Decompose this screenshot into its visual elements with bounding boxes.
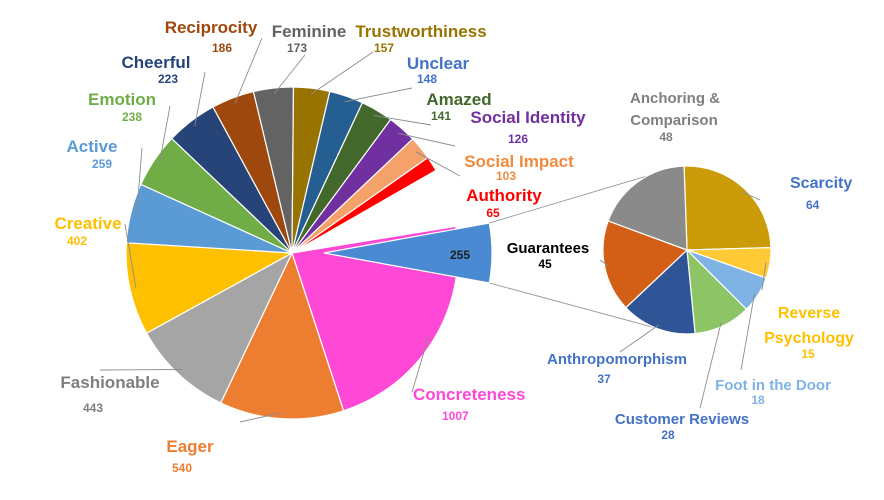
leader-line-anthropomorphism — [619, 324, 660, 353]
leader-line-social-impact — [415, 151, 461, 177]
leader-lines — [99, 37, 767, 423]
label-name-guarantees: Guarantees — [507, 240, 590, 257]
label-name-anthropomorphism: Anthropomorphism — [547, 351, 687, 368]
label-value-social-identity: 126 — [508, 132, 528, 146]
label-name-creative: Creative — [54, 214, 121, 233]
label-name-reverse-psychology-line-2: Psychology — [764, 330, 854, 347]
leader-line-amazed — [373, 115, 432, 126]
label-name-feminine: Feminine — [272, 22, 347, 41]
label-name-emotion: Emotion — [88, 90, 156, 109]
leader-line-fashionable — [99, 369, 183, 371]
label-name-authority: Authority — [466, 186, 542, 205]
label-value-cheerful: 223 — [158, 72, 178, 86]
leader-line-feminine — [273, 54, 306, 95]
label-value-scarcity: 64 — [806, 198, 820, 212]
label-name-anchoring-comparison-line-1: Anchoring & — [630, 90, 720, 107]
label-name-customer-reviews: Customer Reviews — [615, 411, 749, 428]
label-value-anthropomorphism: 37 — [597, 372, 611, 386]
label-name-social-impact: Social Impact — [464, 152, 574, 171]
label-name-unclear: Unclear — [407, 54, 470, 73]
leader-line-foot-in-the-door — [740, 292, 756, 371]
other-slice-group: 255 — [323, 222, 493, 284]
secondary-pie — [602, 165, 772, 335]
label-name-foot-in-the-door: Foot in the Door — [715, 377, 831, 394]
label-value-creative: 402 — [67, 234, 87, 248]
label-value-concreteness: 1007 — [442, 409, 469, 423]
other-slice-value-label: 255 — [450, 248, 470, 262]
main-slice-other — [323, 222, 493, 284]
connector-line-top — [489, 175, 648, 224]
label-value-eager: 540 — [172, 461, 192, 475]
main-pie — [125, 86, 459, 420]
label-value-reciprocity: 186 — [212, 41, 232, 55]
label-name-eager: Eager — [166, 437, 214, 456]
label-name-fashionable: Fashionable — [60, 373, 159, 392]
label-value-reverse-psychology: 15 — [801, 347, 815, 361]
leader-line-active — [136, 147, 143, 215]
label-value-amazed: 141 — [431, 109, 451, 123]
label-name-amazed: Amazed — [426, 90, 491, 109]
label-name-concreteness: Concreteness — [413, 385, 525, 404]
main-slice-eager — [219, 251, 345, 420]
label-name-scarcity: Scarcity — [790, 175, 852, 192]
leader-line-cheerful — [194, 71, 206, 126]
label-value-feminine: 173 — [287, 41, 307, 55]
leader-line-emotion — [158, 105, 171, 164]
label-value-trustworthiness: 157 — [374, 41, 394, 55]
connector-lines — [489, 175, 656, 329]
leader-line-customer-reviews — [699, 322, 722, 409]
main-slice-creative — [125, 242, 295, 334]
leader-line-trustworthiness — [310, 51, 374, 95]
label-value-unclear: 148 — [417, 72, 437, 86]
label-name-reverse-psychology-line-1: Reverse — [778, 305, 840, 322]
label-name-reciprocity: Reciprocity — [165, 18, 258, 37]
leader-line-eager — [239, 412, 282, 423]
leader-line-reverse-psychology — [761, 262, 767, 291]
leader-line-unclear — [344, 87, 413, 103]
label-name-cheerful: Cheerful — [122, 53, 191, 72]
label-value-customer-reviews: 28 — [661, 428, 675, 442]
label-value-authority: 65 — [486, 206, 500, 220]
secondary-slice-anchoring-comparison — [607, 165, 688, 251]
leader-line-social-identity — [398, 132, 456, 147]
label-name-anchoring-comparison-line-2: Comparison — [630, 112, 718, 129]
main-slice-authority — [291, 156, 437, 254]
secondary-slice-anthropomorphism — [625, 248, 696, 335]
leader-line-guarantees — [599, 259, 609, 267]
main-slice-fashionable — [145, 251, 294, 404]
leader-line-concreteness — [411, 335, 430, 393]
label-name-trustworthiness: Trustworthiness — [355, 22, 486, 41]
label-value-guarantees: 45 — [538, 257, 552, 271]
leader-line-reciprocity — [234, 37, 263, 104]
label-value-anchoring-comparison: 48 — [659, 130, 673, 144]
label-name-active: Active — [66, 137, 117, 156]
label-name-social-identity: Social Identity — [470, 108, 586, 127]
secondary-slice-scarcity — [683, 165, 772, 251]
label-value-emotion: 238 — [122, 110, 142, 124]
connector-line-bottom — [489, 282, 656, 329]
leader-line-creative — [124, 223, 137, 289]
label-value-foot-in-the-door: 18 — [751, 393, 765, 407]
leader-line-scarcity — [741, 191, 761, 201]
label-value-active: 259 — [92, 157, 112, 171]
label-value-social-impact: 103 — [496, 169, 516, 183]
data-labels: Concreteness 1007 Eager 540 Fashionable 443 Cr… — [54, 18, 854, 475]
label-value-fashionable: 443 — [83, 401, 103, 415]
